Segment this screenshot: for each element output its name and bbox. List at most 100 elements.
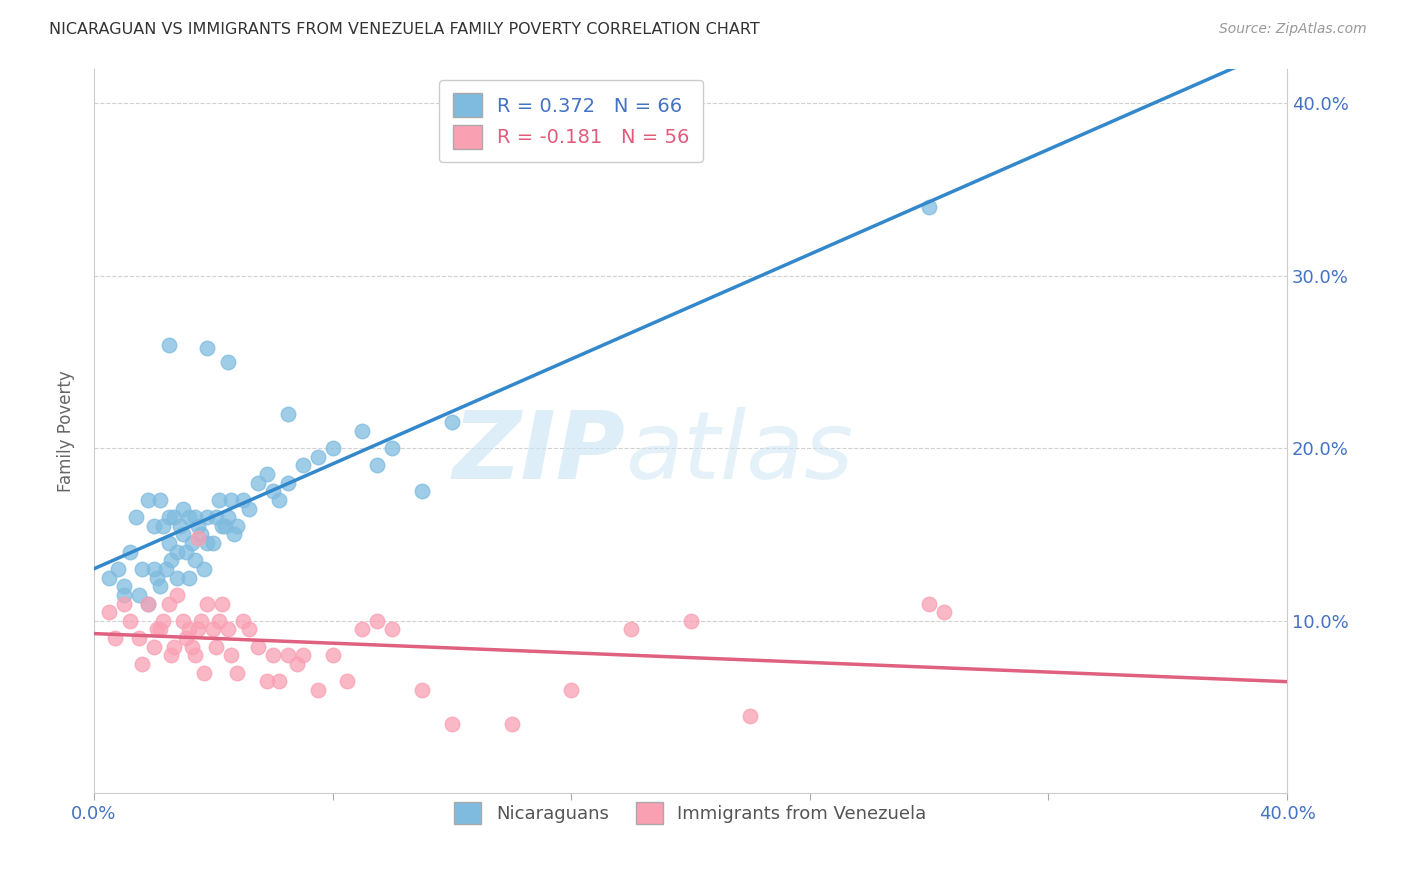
Point: [118, 545, 141, 559]
Point: [179, 623, 201, 637]
Point: [145, 571, 167, 585]
Point: [208, 614, 231, 628]
Point: [131, 657, 153, 671]
Point: [217, 623, 239, 637]
Point: [267, 674, 290, 689]
Point: [163, 640, 186, 654]
Point: [195, 597, 218, 611]
Point: [226, 519, 249, 533]
Point: [918, 597, 941, 611]
Point: [152, 519, 174, 533]
Point: [205, 510, 228, 524]
Point: [136, 597, 159, 611]
Point: [128, 588, 150, 602]
Point: [195, 341, 218, 355]
Point: [262, 648, 284, 663]
Point: [205, 640, 228, 654]
Point: [148, 623, 170, 637]
Point: [193, 562, 215, 576]
Point: [219, 648, 242, 663]
Point: [160, 648, 183, 663]
Point: [157, 337, 180, 351]
Point: [166, 571, 188, 585]
Point: [366, 458, 388, 473]
Point: [411, 484, 433, 499]
Point: [226, 665, 249, 680]
Point: [142, 562, 165, 576]
Point: [142, 640, 165, 654]
Point: [224, 527, 246, 541]
Point: [202, 536, 225, 550]
Point: [157, 510, 180, 524]
Point: [381, 441, 404, 455]
Point: [322, 441, 344, 455]
Point: [187, 519, 209, 533]
Point: [104, 631, 127, 645]
Point: [366, 614, 388, 628]
Point: [277, 648, 299, 663]
Point: [277, 475, 299, 490]
Point: [136, 492, 159, 507]
Point: [125, 510, 148, 524]
Point: [232, 614, 254, 628]
Point: [176, 631, 198, 645]
Y-axis label: Family Poverty: Family Poverty: [58, 370, 75, 491]
Point: [107, 562, 129, 576]
Point: [195, 536, 218, 550]
Point: [163, 510, 186, 524]
Point: [560, 682, 582, 697]
Point: [202, 623, 225, 637]
Point: [131, 562, 153, 576]
Point: [679, 614, 702, 628]
Point: [118, 614, 141, 628]
Point: [238, 501, 260, 516]
Point: [440, 717, 463, 731]
Point: [172, 614, 194, 628]
Point: [620, 623, 643, 637]
Point: [211, 519, 233, 533]
Point: [440, 415, 463, 429]
Point: [112, 597, 135, 611]
Point: [187, 531, 209, 545]
Point: [208, 492, 231, 507]
Point: [112, 588, 135, 602]
Point: [190, 527, 212, 541]
Point: [411, 682, 433, 697]
Text: NICARAGUAN VS IMMIGRANTS FROM VENEZUELA FAMILY POVERTY CORRELATION CHART: NICARAGUAN VS IMMIGRANTS FROM VENEZUELA …: [49, 22, 761, 37]
Point: [217, 510, 239, 524]
Point: [277, 407, 299, 421]
Point: [932, 605, 955, 619]
Point: [179, 510, 201, 524]
Point: [176, 545, 198, 559]
Point: [148, 492, 170, 507]
Point: [195, 510, 218, 524]
Point: [181, 536, 204, 550]
Point: [291, 458, 314, 473]
Point: [219, 492, 242, 507]
Point: [190, 614, 212, 628]
Point: [172, 527, 194, 541]
Text: Source: ZipAtlas.com: Source: ZipAtlas.com: [1219, 22, 1367, 37]
Point: [291, 648, 314, 663]
Point: [232, 492, 254, 507]
Point: [155, 562, 177, 576]
Point: [217, 355, 239, 369]
Point: [246, 640, 269, 654]
Point: [184, 553, 207, 567]
Point: [352, 424, 374, 438]
Point: [307, 450, 329, 464]
Point: [136, 597, 159, 611]
Point: [336, 674, 359, 689]
Point: [238, 623, 260, 637]
Point: [267, 492, 290, 507]
Point: [246, 475, 269, 490]
Point: [160, 553, 183, 567]
Text: ZIP: ZIP: [451, 407, 624, 499]
Point: [918, 200, 941, 214]
Point: [157, 536, 180, 550]
Point: [184, 510, 207, 524]
Point: [501, 717, 523, 731]
Point: [145, 623, 167, 637]
Point: [181, 640, 204, 654]
Point: [166, 588, 188, 602]
